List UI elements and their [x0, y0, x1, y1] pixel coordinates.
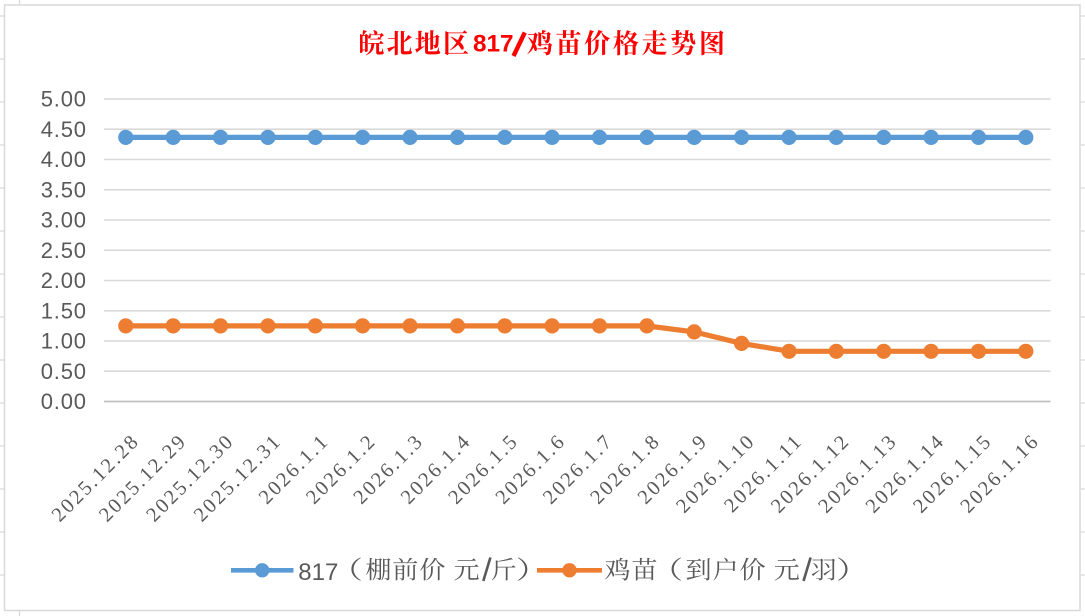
- svg-text:2.50: 2.50: [41, 238, 87, 263]
- svg-text:817: 817: [473, 31, 514, 58]
- svg-text:2.00: 2.00: [41, 268, 87, 293]
- svg-text:1.00: 1.00: [41, 329, 87, 354]
- svg-text:4.00: 4.00: [41, 147, 87, 172]
- svg-text:3.00: 3.00: [41, 208, 87, 233]
- svg-text:817: 817: [298, 559, 338, 586]
- svg-text:5.00: 5.00: [41, 87, 87, 112]
- svg-text:3.50: 3.50: [41, 177, 87, 202]
- svg-text:1.50: 1.50: [41, 298, 87, 323]
- svg-text:0.00: 0.00: [41, 389, 87, 414]
- svg-text:4.50: 4.50: [41, 117, 87, 142]
- svg-text:0.50: 0.50: [41, 359, 87, 384]
